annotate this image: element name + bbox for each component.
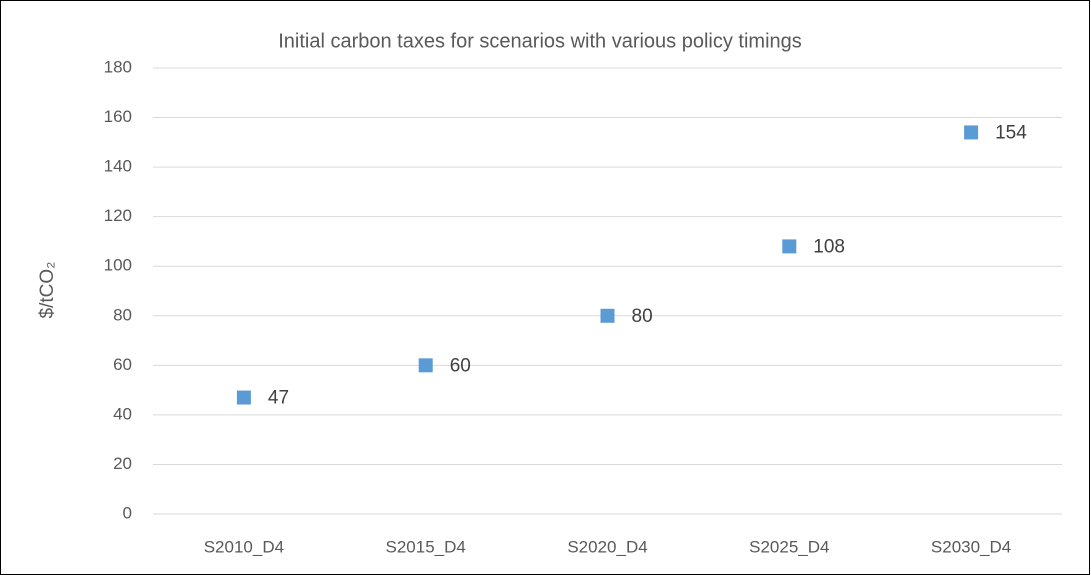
y-tick-label: 20 xyxy=(113,454,132,473)
data-label: 60 xyxy=(450,355,471,376)
x-tick-label: S2020_D4 xyxy=(567,537,647,556)
y-tick-label: 120 xyxy=(104,206,132,225)
y-tick-label: 160 xyxy=(104,107,132,126)
x-tick-label: S2015_D4 xyxy=(386,537,466,556)
y-tick-label: 100 xyxy=(104,256,132,275)
marker xyxy=(600,308,615,323)
data-label: 108 xyxy=(813,236,845,257)
marker xyxy=(418,358,433,373)
y-axis-label: $/tCO₂ xyxy=(37,262,58,319)
y-tick-label: 60 xyxy=(113,355,132,374)
y-tick-label: 0 xyxy=(123,503,132,522)
y-tick-label: 140 xyxy=(104,157,132,176)
x-tick-label: S2030_D4 xyxy=(931,537,1011,556)
data-label: 47 xyxy=(268,388,289,409)
chart-title: Initial carbon taxes for scenarios with … xyxy=(278,30,802,52)
y-tick-label: 40 xyxy=(113,404,132,423)
data-label: 80 xyxy=(632,306,653,327)
x-tick-label: S2010_D4 xyxy=(204,537,284,556)
marker xyxy=(964,125,979,140)
marker xyxy=(782,239,797,254)
marker xyxy=(236,390,251,405)
data-label: 154 xyxy=(995,122,1027,143)
y-tick-label: 80 xyxy=(113,305,132,324)
x-tick-label: S2025_D4 xyxy=(749,537,829,556)
y-tick-label: 180 xyxy=(104,57,132,76)
